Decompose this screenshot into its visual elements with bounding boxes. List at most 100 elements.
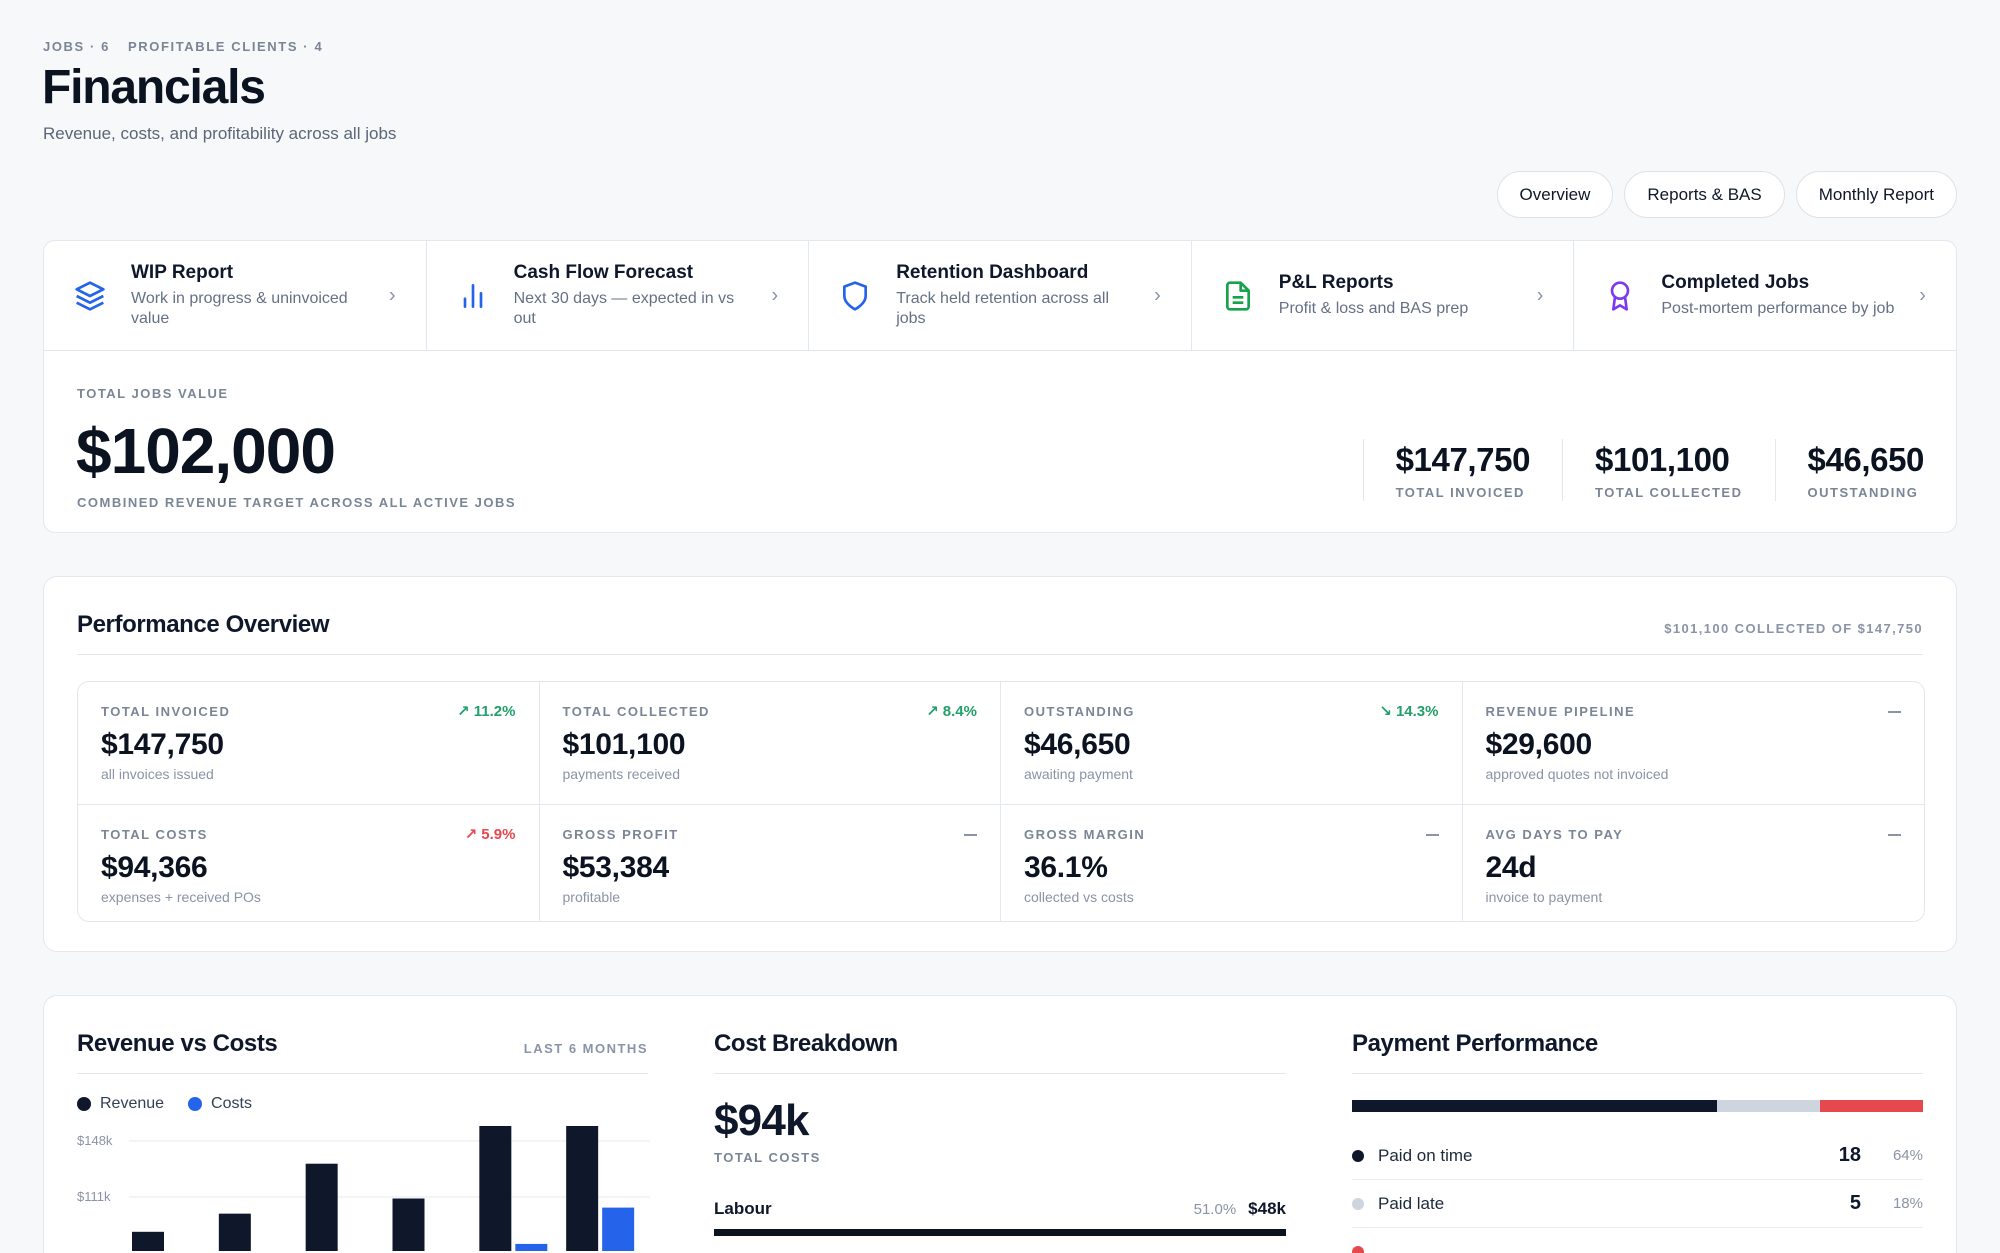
page-title: Financials (42, 61, 266, 114)
total-costs-label: TOTAL COSTS (714, 1150, 821, 1165)
kpi-label: AVG DAYS TO PAY (1485, 827, 1624, 842)
kpi-card: GROSS MARGIN 36.1% collected vs costs (1001, 805, 1463, 921)
cost-row-labour: Labour 51.0% $48k (714, 1199, 1286, 1219)
total-jobs-value: $102,000 (76, 415, 336, 487)
revenue-bar[interactable] (305, 1163, 338, 1251)
profitable-clients-count: PROFITABLE CLIENTS · 4 (127, 39, 324, 54)
performance-title: Performance Overview (77, 611, 330, 638)
stat-total-invoiced: $147,750 TOTAL INVOICED (1362, 439, 1562, 501)
payment-performance-card: Payment Performance Paid on time 18 64% … (1319, 995, 1957, 1253)
legend-dot (188, 1097, 203, 1111)
page-subtitle: Revenue, costs, and profitability across… (43, 124, 397, 143)
revenue-vs-costs-card: Revenue vs Costs LAST 6 MONTHS Revenue C… (43, 995, 682, 1253)
dash-icon (964, 834, 977, 836)
kpi-sub: awaiting payment (1024, 766, 1133, 782)
y-tick-label: $111k (77, 1189, 111, 1204)
payment-row-name: Paid on time (1352, 1146, 1821, 1166)
kpi-value: $29,600 (1485, 728, 1593, 761)
quick-link-completed-jobs[interactable]: Completed Jobs Post-mortem performance b… (1574, 241, 1956, 350)
revenue-bar[interactable] (566, 1126, 599, 1251)
payment-row-count: 18 (1838, 1144, 1861, 1166)
totals-section: TOTAL JOBS VALUE $102,000 COMBINED REVEN… (44, 351, 1956, 534)
kpi-label: TOTAL INVOICED (101, 704, 231, 719)
chevron-right-icon: › (1919, 284, 1926, 306)
tab-monthly-report[interactable]: Monthly Report (1795, 171, 1957, 218)
payment-row-unpaid (1352, 1228, 1923, 1253)
document-icon (1220, 278, 1256, 314)
payment-bar-segment (1820, 1100, 1923, 1112)
stat-value: $101,100 (1595, 441, 1730, 478)
chevron-right-icon: › (388, 284, 396, 306)
quick-link-retention-dashboard[interactable]: Retention Dashboard Track held retention… (809, 241, 1192, 350)
kpi-card: TOTAL COSTS $94,366 expenses + received PO… (78, 805, 540, 921)
costs-bar[interactable] (602, 1207, 635, 1251)
kpi-label: GROSS MARGIN (1024, 827, 1146, 842)
stat-label: TOTAL INVOICED (1395, 485, 1525, 500)
quick-link-title: P&L Reports (1278, 272, 1394, 293)
total-jobs-caption: COMBINED REVENUE TARGET ACROSS ALL ACTIV… (77, 495, 517, 510)
revenue-vs-costs-title: Revenue vs Costs (77, 1030, 278, 1057)
quick-link-desc: Post-mortem performance by job (1661, 300, 1895, 317)
divider (77, 1073, 648, 1074)
kpi-sub: collected vs costs (1024, 889, 1134, 905)
payment-row-on-time: Paid on time 18 64% (1352, 1132, 1923, 1180)
quick-links: WIP Report Work in progress & uninvoiced… (44, 241, 1956, 351)
bar-chart-icon (455, 278, 491, 314)
legend-dot (77, 1097, 91, 1111)
payment-row-pct: 18% (1892, 1195, 1923, 1212)
quick-link-cash-flow-forecast[interactable]: Cash Flow Forecast Next 30 days — expect… (427, 241, 810, 350)
payment-row-pct: 64% (1892, 1147, 1923, 1164)
revenue-bar[interactable] (218, 1213, 251, 1251)
revenue-bar[interactable] (392, 1198, 425, 1251)
kpi-value: $147,750 (101, 728, 224, 761)
stat-label: TOTAL COLLECTED (1595, 485, 1743, 500)
kpi-sub: expenses + received POs (101, 889, 261, 905)
tab-reports-bas[interactable]: Reports & BAS (1624, 171, 1785, 218)
costs-bar[interactable] (515, 1243, 548, 1251)
tab-overview[interactable]: Overview (1496, 171, 1614, 218)
cost-breakdown-card: Cost Breakdown $94k TOTAL COSTS Labour 5… (681, 995, 1320, 1253)
payment-row-name: Paid late (1352, 1194, 1821, 1214)
payment-distribution-bar (1352, 1100, 1923, 1112)
quick-link-pl-reports[interactable]: P&L Reports Profit & loss and BAS prep › (1192, 241, 1575, 350)
kpi-sub: payments received (562, 766, 681, 782)
cost-row-value: $48k (1248, 1199, 1286, 1218)
divider (714, 1073, 1286, 1074)
kpi-trend: ↗ 11.2% (457, 703, 516, 720)
quick-link-title: Retention Dashboard (896, 262, 1089, 283)
kpi-sub: profitable (562, 889, 621, 905)
revenue-costs-chart: $148k $111k (77, 1126, 650, 1251)
stat-value: $46,650 (1807, 441, 1925, 478)
jobs-count: JOBS · 6 (43, 39, 110, 54)
quick-link-title: WIP Report (131, 262, 234, 283)
cost-row-pct: 51.0% (1193, 1201, 1237, 1218)
kpi-value: $94,366 (101, 851, 208, 884)
header-eyebrow: JOBS · 6 PROFITABLE CLIENTS · 4 (43, 39, 323, 54)
payment-bar-segment (1717, 1100, 1821, 1112)
stat-total-collected: $101,100 TOTAL COLLECTED (1562, 439, 1774, 501)
kpi-card: GROSS PROFIT $53,384 profitable (540, 805, 1001, 921)
payment-row-name (1352, 1246, 1923, 1253)
revenue-bar[interactable] (132, 1231, 164, 1251)
kpi-value: $101,100 (562, 728, 686, 761)
total-costs-value: $94k (714, 1096, 809, 1145)
revenue-bar[interactable] (479, 1126, 512, 1251)
payment-row-late: Paid late 5 18% (1352, 1180, 1923, 1228)
legend-costs: Costs (188, 1095, 252, 1113)
total-jobs-value-label: TOTAL JOBS VALUE (77, 386, 229, 401)
quick-link-title: Completed Jobs (1661, 272, 1810, 293)
legend-label: Costs (211, 1095, 252, 1112)
quick-link-wip-report[interactable]: WIP Report Work in progress & uninvoiced… (44, 241, 427, 350)
kpi-sub: approved quotes not invoiced (1485, 766, 1669, 782)
legend-label: Revenue (100, 1095, 165, 1112)
payment-row-label: Paid late (1378, 1193, 1445, 1213)
dash-icon (1425, 834, 1439, 836)
dash-icon (1888, 834, 1901, 836)
kpi-card: TOTAL INVOICED $147,750 all invoices issue… (78, 682, 540, 805)
kpi-label: TOTAL COLLECTED (562, 704, 710, 719)
kpi-sub: all invoices issued (101, 766, 214, 782)
y-tick-label: $148k (77, 1133, 113, 1148)
cost-breakdown-title: Cost Breakdown (714, 1030, 898, 1057)
kpi-value: 24d (1485, 851, 1537, 884)
performance-overview-card: Performance Overview $101,100 COLLECTED … (43, 576, 1957, 952)
